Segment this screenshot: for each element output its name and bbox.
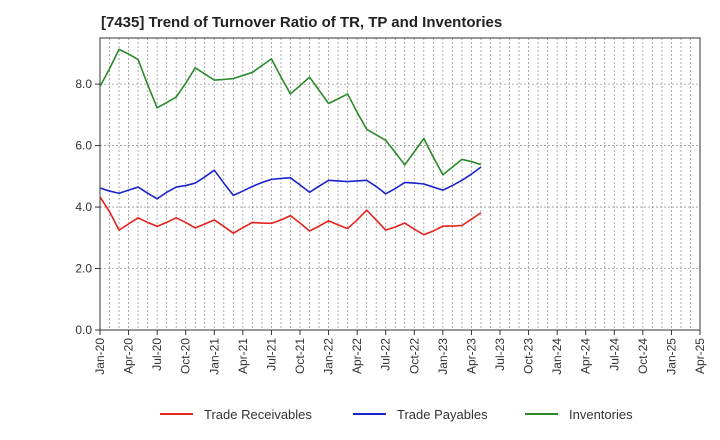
x-tick-label: Apr-25 <box>693 338 707 374</box>
x-tick-label: Jan-22 <box>322 338 336 375</box>
x-tick-label: Jul-24 <box>607 338 621 371</box>
x-tick-label: Jan-23 <box>436 338 450 375</box>
series-line-trade-receivables <box>99 196 482 236</box>
legend-label-trade-receivables: Trade Receivables <box>204 407 312 422</box>
series-line-inventories <box>99 48 482 176</box>
x-tick-label: Oct-24 <box>636 338 650 374</box>
x-tick-label: Jan-24 <box>550 338 564 375</box>
x-tick-label: Oct-20 <box>179 338 193 374</box>
plot-frame <box>99 37 701 331</box>
x-tick-label: Apr-20 <box>122 338 136 374</box>
legend-label-inventories: Inventories <box>569 407 633 422</box>
x-tick-label: Jul-20 <box>150 338 164 371</box>
x-tick-label: Apr-23 <box>464 338 478 374</box>
x-tick-label: Apr-21 <box>236 338 250 374</box>
x-tick-label: Oct-22 <box>407 338 421 374</box>
x-tick-label: Oct-23 <box>522 338 536 374</box>
legend-label-trade-payables: Trade Payables <box>397 407 488 422</box>
x-tick-label: Jan-21 <box>207 338 221 375</box>
y-tick-label: 6.0 <box>75 139 92 153</box>
x-tick-label: Apr-22 <box>350 338 364 374</box>
x-tick-label: Jan-20 <box>93 338 107 375</box>
y-tick-label: 0.0 <box>75 323 92 337</box>
x-tick-label: Oct-21 <box>293 338 307 374</box>
x-tick-label: Jan-25 <box>664 338 678 375</box>
x-tick-label: Jul-22 <box>379 338 393 371</box>
x-tick-label: Jul-21 <box>264 338 278 371</box>
x-tick-label: Jul-23 <box>493 338 507 371</box>
x-tick-label: Apr-24 <box>579 338 593 374</box>
chart-title: [7435] Trend of Turnover Ratio of TR, TP… <box>101 14 503 31</box>
y-tick-label: 4.0 <box>75 200 92 214</box>
y-tick-label: 8.0 <box>75 77 92 91</box>
series-line-trade-payables <box>99 166 482 200</box>
y-tick-label: 2.0 <box>75 262 92 276</box>
